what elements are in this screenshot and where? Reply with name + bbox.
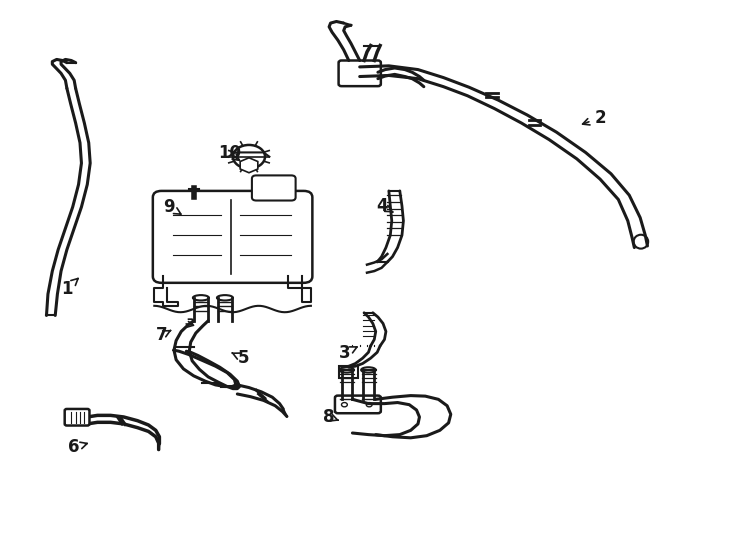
Ellipse shape	[339, 367, 354, 373]
Circle shape	[366, 402, 372, 407]
FancyBboxPatch shape	[153, 191, 313, 283]
FancyBboxPatch shape	[335, 396, 381, 413]
Text: 8: 8	[324, 408, 338, 426]
Text: 4: 4	[376, 197, 393, 215]
Text: 10: 10	[219, 145, 241, 163]
Ellipse shape	[193, 295, 209, 300]
Ellipse shape	[361, 367, 376, 373]
Text: 3: 3	[339, 344, 357, 362]
Text: 1: 1	[61, 279, 78, 298]
Text: 7: 7	[156, 326, 170, 344]
Circle shape	[341, 402, 347, 407]
Ellipse shape	[633, 235, 648, 248]
Text: 2: 2	[583, 109, 606, 127]
Text: 6: 6	[68, 438, 87, 456]
Circle shape	[233, 145, 265, 168]
FancyBboxPatch shape	[339, 366, 358, 378]
Ellipse shape	[217, 295, 233, 300]
FancyBboxPatch shape	[65, 409, 90, 426]
Text: 5: 5	[232, 349, 249, 367]
FancyBboxPatch shape	[338, 60, 381, 86]
FancyBboxPatch shape	[252, 176, 296, 200]
Text: 9: 9	[163, 198, 181, 216]
